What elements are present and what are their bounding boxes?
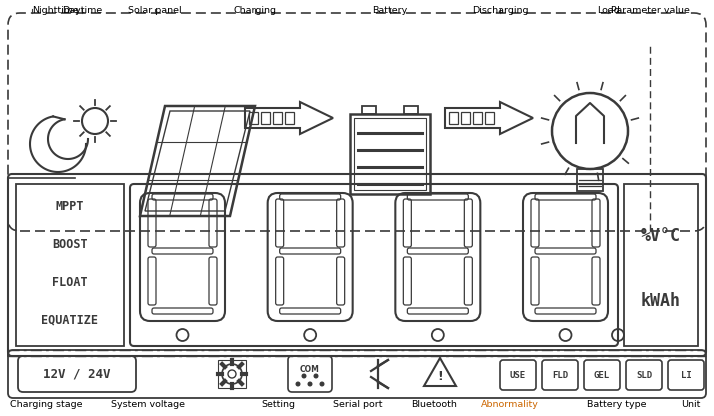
Text: SLD: SLD (636, 371, 652, 379)
Text: COM: COM (300, 365, 320, 374)
Text: Setting: Setting (261, 400, 295, 409)
Bar (218, 360, 246, 388)
Text: System voltage: System voltage (111, 400, 185, 409)
Text: FLD: FLD (552, 371, 568, 379)
Text: GEL: GEL (594, 371, 610, 379)
Circle shape (308, 382, 312, 386)
Bar (362, 106, 376, 114)
Circle shape (320, 382, 324, 386)
Bar (285, 112, 294, 124)
Text: %V°C: %V°C (641, 227, 681, 245)
Text: Battery: Battery (373, 6, 408, 15)
Text: Nighttime: Nighttime (32, 6, 79, 15)
Circle shape (314, 374, 318, 378)
Text: Abnormality: Abnormality (481, 400, 539, 409)
Text: Serial port: Serial port (333, 400, 383, 409)
Text: EQUATIZE: EQUATIZE (41, 314, 99, 327)
Text: FLOAT: FLOAT (52, 275, 88, 289)
Bar (16, 184, 124, 346)
Bar (449, 112, 458, 124)
Text: Charging: Charging (233, 6, 276, 15)
Text: Solar panel: Solar panel (129, 6, 182, 15)
Text: 12V / 24V: 12V / 24V (44, 367, 111, 381)
Text: USE: USE (510, 371, 526, 379)
Circle shape (296, 382, 300, 386)
Bar (354, 118, 426, 190)
Text: MPPT: MPPT (56, 200, 84, 213)
Bar (261, 112, 270, 124)
Text: Parameter value: Parameter value (611, 6, 690, 15)
Text: Battery type: Battery type (587, 400, 647, 409)
Bar (624, 184, 698, 346)
Bar (350, 114, 430, 194)
Text: kWAh: kWAh (641, 292, 681, 310)
Text: LI: LI (680, 371, 691, 379)
Bar (485, 112, 494, 124)
Text: BOOST: BOOST (52, 238, 88, 250)
Bar (404, 106, 418, 114)
Circle shape (302, 374, 306, 378)
Bar (473, 112, 482, 124)
Text: Bluetooth: Bluetooth (411, 400, 457, 409)
Bar (461, 112, 470, 124)
Text: Daytime: Daytime (62, 6, 102, 15)
Bar (577, 169, 603, 191)
Text: !: ! (437, 369, 443, 382)
Bar (273, 112, 282, 124)
Bar (249, 112, 258, 124)
Text: Load: Load (597, 6, 619, 15)
Text: Charging stage: Charging stage (10, 400, 82, 409)
Text: Discharging: Discharging (472, 6, 528, 15)
Text: Unit: Unit (680, 400, 700, 409)
